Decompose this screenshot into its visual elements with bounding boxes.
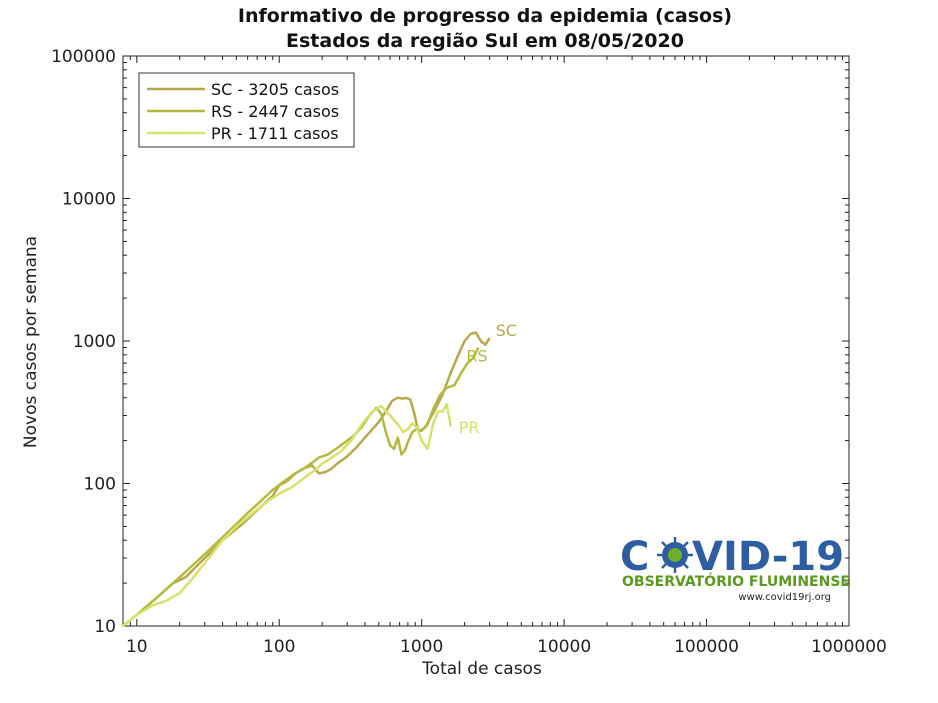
chart-title: Informativo de progresso da epidemia (ca… xyxy=(238,5,732,27)
series-end-label-sc: SC xyxy=(496,321,517,340)
x-tick-label: 100000 xyxy=(674,637,739,657)
y-tick-label: 10 xyxy=(94,617,116,637)
x-axis-label: Total de casos xyxy=(421,659,542,679)
series-line-sc xyxy=(122,331,491,627)
covid-logo: C VID-19 OBSERVATÓRIO FLUMINENSE www.cov… xyxy=(620,534,850,603)
x-tick-label: 10 xyxy=(126,637,148,657)
y-axis-label: Novos casos por semana xyxy=(21,236,41,448)
x-tick-label: 1000 xyxy=(400,637,443,657)
x-tick-label: 100 xyxy=(263,637,295,657)
legend-entry-pr: PR - 1711 casos xyxy=(211,124,339,143)
x-tick-label: 10000 xyxy=(537,637,591,657)
series-end-label-rs: RS xyxy=(466,347,487,366)
y-tick-label: 1000 xyxy=(73,332,116,352)
y-tick-label: 100000 xyxy=(51,47,116,67)
legend-entry-sc: SC - 3205 casos xyxy=(211,80,339,99)
series-group: SC RS PR xyxy=(122,321,517,627)
axis-ticks: 10 100 1000 10000 100000 1000000 10 100 1000 1000… xyxy=(51,47,887,657)
virus-icon xyxy=(657,537,693,573)
legend-entry-rs: RS - 2447 casos xyxy=(211,102,339,121)
legend: SC - 3205 casos RS - 2447 casos PR - 171… xyxy=(138,72,355,148)
x-tick-label: 1000000 xyxy=(811,637,887,657)
logo-subtitle: OBSERVATÓRIO FLUMINENSE xyxy=(622,572,850,590)
y-tick-label: 100 xyxy=(84,475,116,495)
series-end-label-pr: PR xyxy=(459,418,480,437)
series-line-pr xyxy=(122,402,453,627)
logo-title: VID-19 xyxy=(692,534,844,580)
logo-url: www.covid19rj.org xyxy=(738,592,831,603)
plot-area xyxy=(122,55,850,627)
logo-letter-c: C xyxy=(620,534,649,580)
y-tick-label: 10000 xyxy=(62,190,116,210)
chart-subtitle: Estados da região Sul em 08/05/2020 xyxy=(286,30,684,52)
